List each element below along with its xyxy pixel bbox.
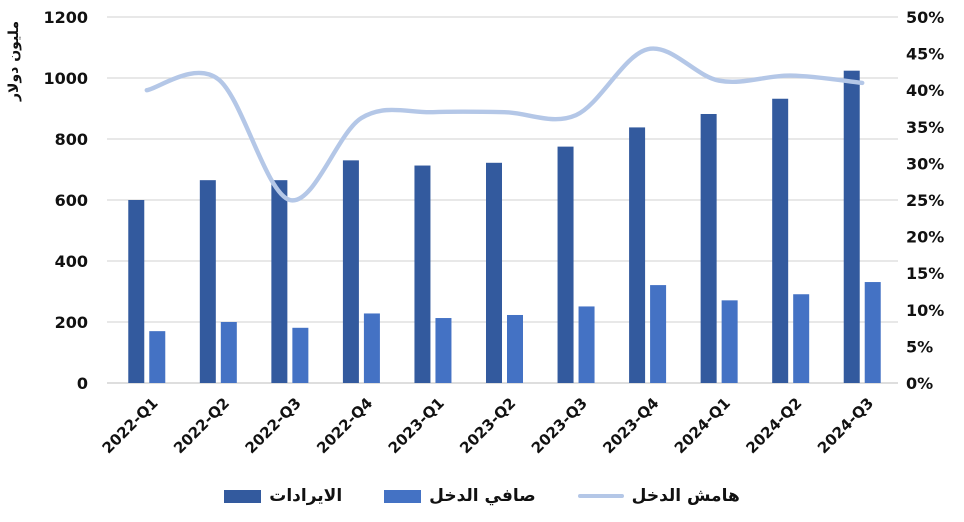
left-axis-tick: 0 [77, 374, 88, 393]
bar-revenue-2024-Q3 [843, 70, 860, 384]
x-axis-label-2022-Q2: 2022-Q2 [170, 394, 233, 457]
legend-item-margin: هامش الدخل [577, 485, 740, 506]
bar-net-income-2022-Q2 [220, 322, 237, 383]
left-axis-tick: 1000 [43, 69, 88, 88]
bar-revenue-2022-Q1 [128, 200, 145, 383]
right-axis-tick: 25% [906, 191, 944, 210]
bar-net-income-2022-Q1 [149, 331, 166, 383]
right-axis-tick: 15% [906, 264, 944, 283]
bar-revenue-2023-Q2 [486, 162, 502, 383]
right-axis-tick: 0% [906, 374, 933, 393]
bar-revenue-2023-Q3 [557, 146, 574, 383]
right-axis-tick: 20% [906, 228, 944, 247]
right-axis-tick: 10% [906, 301, 944, 320]
bar-revenue-2022-Q4 [342, 160, 359, 383]
left-axis-title: مليون دولار [6, 21, 22, 102]
right-axis-tick: 5% [906, 337, 933, 356]
bar-net-income-2024-Q3 [864, 282, 881, 383]
legend-label-revenue: الايرادات [269, 485, 343, 506]
bar-net-income-2024-Q2 [793, 294, 810, 383]
x-axis-label-2022-Q4: 2022-Q4 [313, 394, 376, 457]
bar-revenue-2023-Q1 [414, 165, 431, 383]
bar-net-income-2023-Q2 [507, 314, 523, 383]
legend-swatch-net-income [384, 489, 422, 503]
bar-revenue-2022-Q2 [199, 180, 216, 383]
legend-swatch-revenue [224, 489, 262, 503]
bar-revenue-2024-Q1 [700, 113, 717, 384]
legend-label-margin: هامش الدخل [631, 485, 740, 506]
bar-net-income-2022-Q4 [363, 313, 380, 383]
bar-net-income-2022-Q3 [292, 327, 309, 383]
chart-canvas: 0 200 400 600 800 1000 1200 0% 5% 10% 15% 20% 25% 30%… [6, 8, 944, 457]
bar-net-income-2023-Q3 [578, 306, 595, 383]
legend-label-net-income: صافي الدخل [429, 485, 536, 506]
right-axis-tick: 35% [906, 118, 944, 137]
left-axis-tick: 1200 [43, 8, 88, 27]
x-axis-label-2023-Q3: 2023-Q3 [528, 394, 591, 457]
legend-item-revenue: الايرادات [224, 485, 343, 506]
bar-net-income-2023-Q1 [435, 318, 452, 383]
x-axis-label-2024-Q2: 2024-Q2 [742, 394, 805, 457]
chart-legend: الايرادات صافي الدخل هامش الدخل [0, 477, 964, 515]
left-axis-tick: 800 [55, 130, 88, 149]
left-axis-tick: 400 [55, 252, 88, 271]
x-axis-label-2022-Q1: 2022-Q1 [99, 394, 162, 457]
left-axis-tick: 600 [55, 191, 88, 210]
bar-revenue-2022-Q3 [271, 180, 288, 383]
bar-revenue-2023-Q4 [629, 127, 646, 383]
x-axis-label-2023-Q4: 2023-Q4 [599, 394, 662, 457]
legend-swatch-margin-line [577, 493, 624, 499]
right-axis-tick: 30% [906, 154, 944, 173]
left-axis-tick: 200 [55, 313, 88, 332]
margin-line [144, 46, 865, 203]
x-axis-label-2023-Q1: 2023-Q1 [385, 394, 448, 457]
x-axis-label-2023-Q2: 2023-Q2 [456, 394, 519, 457]
bar-net-income-2024-Q1 [721, 300, 738, 383]
legend-item-net-income: صافي الدخل [384, 485, 536, 506]
x-axis-label-2022-Q3: 2022-Q3 [242, 394, 305, 457]
x-axis-label-2024-Q1: 2024-Q1 [671, 394, 734, 457]
right-axis-tick: 50% [906, 8, 944, 27]
bar-net-income-2023-Q4 [650, 285, 667, 383]
right-axis-tick: 45% [906, 45, 944, 64]
bar-revenue-2024-Q2 [772, 98, 789, 384]
x-axis-label-2024-Q3: 2024-Q3 [814, 394, 877, 457]
right-axis-tick: 40% [906, 81, 944, 100]
